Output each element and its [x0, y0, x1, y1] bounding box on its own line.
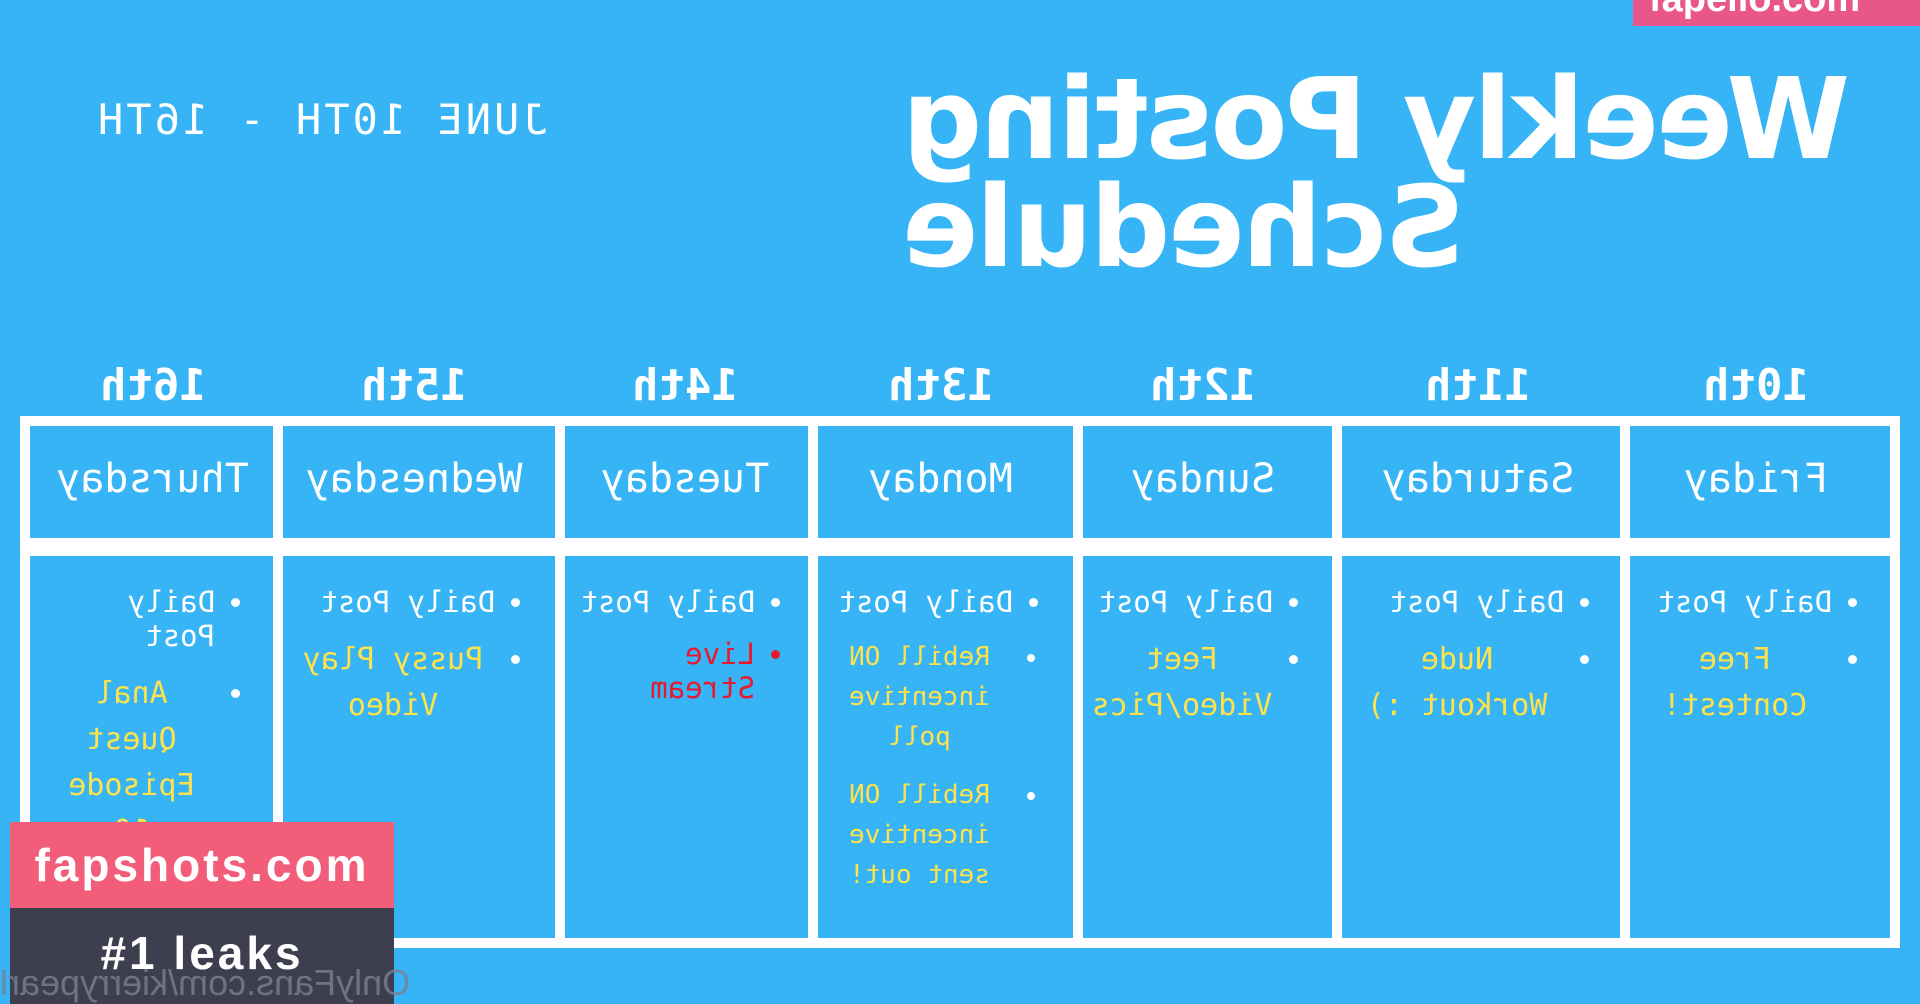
schedule-cell: Daily Post Rebill ON incentive poll Rebill…: [826, 585, 1041, 913]
day-header: Friday: [1683, 456, 1829, 502]
post-list: Daily Post Live Stream: [573, 585, 783, 705]
post-item: Nude Workout :): [1350, 637, 1564, 729]
post-list: Daily Post Nude Workout :): [1350, 585, 1592, 729]
schedule-cell: Daily Post Nude Workout :): [1350, 585, 1592, 747]
day-header: Wednesday: [305, 456, 523, 502]
day-header: Saturday: [1381, 456, 1575, 502]
post-item: Pussy Play Video: [291, 637, 495, 729]
creator-handle: OnlyFans.com/kierrypearl: [0, 962, 411, 1003]
watermark-top-text: fapello.com: [1649, 0, 1860, 21]
column-separator: [1620, 416, 1630, 948]
schedule-cell: Daily Post Pussy Play Video: [291, 585, 523, 747]
schedule-cell: Daily Post Feet Video/Pics: [1091, 585, 1301, 747]
date-label: 15th: [361, 360, 467, 411]
post-item: Daily Post: [1350, 585, 1564, 619]
column-separator: [273, 416, 283, 948]
date-range: JUNE 10TH - 16TH: [95, 95, 548, 144]
post-item: Live Stream: [573, 637, 755, 705]
date-label: 16th: [99, 360, 206, 411]
post-item: Daily Post: [573, 585, 755, 619]
column-separator: [1073, 416, 1083, 948]
post-item: Rebill ON incentive sent out!: [826, 775, 1013, 895]
date-label: 13th: [887, 360, 994, 411]
column-separator: [808, 416, 818, 948]
schedule-table: [20, 416, 1900, 948]
title-line-1: Weekly Posting: [904, 55, 1850, 185]
watermark-bottom-tagline: #1 leaks: [10, 908, 394, 1004]
date-label: 14th: [632, 360, 738, 411]
page-title: Weekly Posting Schedule: [904, 55, 1850, 293]
day-header: Sunday: [1130, 456, 1276, 502]
post-list: Daily PostAnal Quest Episode 10: [48, 585, 243, 855]
date-label: 11th: [1425, 360, 1531, 411]
day-header: Thursday: [56, 456, 249, 502]
post-item: Daily Post: [1638, 585, 1832, 619]
post-item: Feet Video/Pics: [1091, 637, 1273, 729]
date-label: 10th: [1703, 360, 1809, 411]
column-separator: [555, 416, 565, 948]
schedule-cell: Daily Post Free Contest!: [1638, 585, 1860, 747]
post-item: Daily Post: [826, 585, 1013, 619]
watermark-bottom: fapshots.com #1 leaks: [10, 822, 394, 1004]
watermark-bottom-site: fapshots.com: [10, 822, 394, 908]
header-divider: [20, 538, 1900, 556]
post-item: Rebill ON incentive poll: [826, 637, 1013, 757]
post-item: Daily Post: [291, 585, 495, 619]
post-list: Daily Post Feet Video/Pics: [1091, 585, 1301, 729]
post-list: Daily Post Free Contest!: [1638, 585, 1860, 729]
column-separator: [1332, 416, 1342, 948]
post-item: Daily Post: [48, 585, 215, 653]
post-item: Free Contest!: [1638, 637, 1832, 729]
title-line-2: Schedule: [904, 163, 1466, 293]
post-list: Daily Post Rebill ON incentive poll Rebill…: [826, 585, 1041, 895]
post-list: Daily Post Pussy Play Video: [291, 585, 523, 729]
day-header: Tuesday: [600, 456, 770, 502]
day-header: Monday: [868, 456, 1013, 502]
watermark-top: fapello.com: [1633, 0, 1920, 26]
schedule-cell: Daily Post Live Stream: [573, 585, 783, 723]
date-label: 12th: [1150, 360, 1256, 411]
post-item: Daily Post: [1091, 585, 1273, 619]
